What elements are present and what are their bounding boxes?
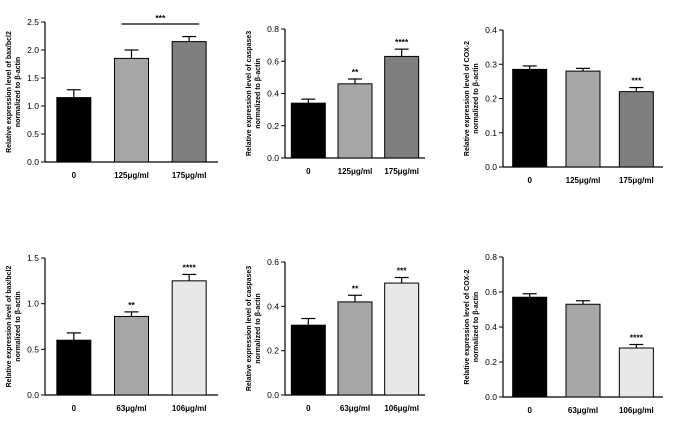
bar-1: [114, 315, 149, 396]
bar-0: [512, 68, 548, 168]
y-tick-label: 0.1: [485, 128, 497, 138]
significance-label: ***: [155, 13, 166, 23]
y-axis-title: normalized to β-actin: [473, 63, 480, 133]
y-tick-label: 0.2: [267, 346, 279, 356]
category-label: 106μg/ml: [172, 404, 207, 413]
bar-0: [290, 324, 326, 396]
y-tick-label: 0.4: [485, 322, 497, 332]
y-tick-label: 0.5: [27, 344, 39, 354]
y-tick-label: 0.0: [267, 153, 279, 163]
y-tick-label: 0.2: [267, 121, 279, 131]
category-label: 0: [72, 171, 77, 180]
y-tick-label: 2.5: [27, 17, 39, 27]
significance-label: **: [128, 300, 135, 310]
y-tick-label: 1.0: [27, 299, 39, 309]
y-axis-title: Relative expression level of bax/bcl2: [6, 31, 13, 153]
bar-2: [171, 280, 207, 396]
bar-1: [114, 57, 149, 163]
category-label: 125μg/ml: [566, 176, 601, 185]
y-tick-label: 0.0: [27, 390, 39, 400]
significance-label: ****: [395, 37, 409, 47]
bar-0: [56, 339, 92, 396]
bar-1: [565, 70, 601, 168]
y-axis-title: normalized to β-actin: [473, 292, 480, 362]
y-axis-title: normalized to β-actin: [15, 291, 22, 361]
y-tick-label: 0.4: [485, 25, 497, 35]
y-axis-title: normalized to β-actin: [255, 58, 262, 128]
y-tick-label: 1.0: [27, 101, 39, 111]
y-tick-label: 0.0: [485, 162, 497, 172]
y-axis-title: Relative expression level of caspase3: [246, 31, 253, 156]
category-label: 0: [527, 406, 532, 415]
y-axis-title: normalized to β-actin: [15, 57, 22, 127]
y-tick-label: 0.4: [267, 301, 279, 311]
category-label: 106μg/ml: [619, 406, 654, 415]
category-label: 125μg/ml: [114, 171, 149, 180]
bar-1: [565, 303, 601, 398]
category-label: 0: [72, 404, 77, 413]
category-label: 175μg/ml: [172, 171, 207, 180]
significance-label: ***: [631, 76, 642, 86]
y-axis-title: Relative expression level of COX-2: [464, 41, 471, 156]
y-tick-label: 2.0: [27, 45, 39, 55]
y-tick-label: 1.5: [27, 73, 39, 83]
bar-2: [618, 91, 654, 168]
bar-0: [56, 97, 92, 163]
y-axis-title: normalized to β-actin: [255, 293, 262, 363]
significance-label: ****: [630, 333, 644, 343]
category-label: 106μg/ml: [384, 404, 419, 413]
bar-2: [618, 347, 654, 398]
category-label: 175μg/ml: [619, 176, 654, 185]
y-tick-label: 0.4: [267, 89, 279, 99]
category-label: 175μg/ml: [384, 167, 419, 176]
bar-2: [384, 282, 420, 396]
significance-label: **: [352, 283, 359, 293]
y-tick-label: 0.6: [267, 56, 279, 66]
significance-label: ***: [397, 266, 408, 276]
significance-label: **: [352, 67, 359, 77]
category-label: 63μg/ml: [116, 404, 146, 413]
category-label: 63μg/ml: [568, 406, 598, 415]
y-axis-title: Relative expression level of COX-2: [464, 269, 471, 384]
y-axis-title: Relative expression level of caspase3: [246, 266, 253, 391]
y-tick-label: 0.3: [485, 59, 497, 69]
bar-2: [171, 41, 207, 163]
y-tick-label: 0.8: [485, 252, 497, 262]
bar-1: [337, 83, 373, 159]
bar-2: [384, 55, 420, 159]
y-tick-label: 0.2: [485, 94, 497, 104]
category-label: 0: [527, 176, 532, 185]
y-tick-label: 0.6: [485, 287, 497, 297]
y-tick-label: 0.2: [485, 357, 497, 367]
y-tick-label: 0.6: [267, 257, 279, 267]
category-label: 0: [306, 404, 311, 413]
category-label: 0: [306, 167, 311, 176]
category-label: 125μg/ml: [338, 167, 373, 176]
bar-0: [290, 102, 326, 159]
bar-0: [512, 296, 548, 398]
category-label: 63μg/ml: [340, 404, 370, 413]
y-tick-label: 1.5: [27, 253, 39, 263]
y-tick-label: 0.8: [267, 24, 279, 34]
y-tick-label: 0.5: [27, 129, 39, 139]
significance-label: ****: [183, 262, 197, 272]
bar-1: [337, 301, 373, 396]
y-tick-label: 0.0: [485, 392, 497, 402]
y-tick-label: 0.0: [27, 157, 39, 167]
y-tick-label: 0.0: [267, 390, 279, 400]
y-axis-title: Relative expression level of bax/bcl2: [6, 266, 13, 388]
